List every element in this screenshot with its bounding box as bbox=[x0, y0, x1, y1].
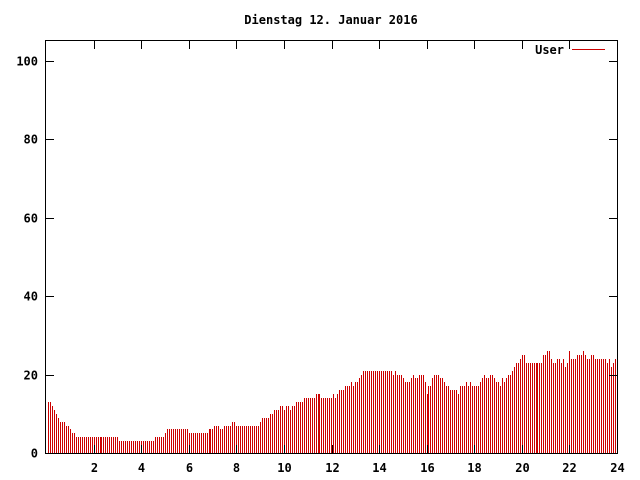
x-tick-label: 4 bbox=[138, 461, 145, 475]
y-tick-label: 60 bbox=[24, 212, 38, 226]
x-tick-label: 16 bbox=[420, 461, 434, 475]
plot-frame bbox=[45, 40, 618, 454]
legend: User bbox=[535, 43, 605, 57]
x-tick-label: 8 bbox=[233, 461, 240, 475]
bar-series-user bbox=[48, 351, 618, 453]
x-tick-label: 22 bbox=[562, 461, 576, 475]
x-tick-label: 6 bbox=[186, 461, 193, 475]
y-tick-label: 100 bbox=[16, 55, 38, 69]
x-tick-label: 12 bbox=[325, 461, 339, 475]
x-tick-label: 14 bbox=[372, 461, 386, 475]
y-tick-label: 20 bbox=[24, 369, 38, 383]
legend-label-user: User bbox=[535, 43, 564, 57]
y-tick-label: 40 bbox=[24, 290, 38, 304]
x-tick-label: 18 bbox=[467, 461, 481, 475]
chart-title: Dienstag 12. Januar 2016 bbox=[244, 13, 417, 27]
y-tick-label: 0 bbox=[31, 447, 38, 461]
x-tick-label: 2 bbox=[91, 461, 98, 475]
y-tick-label: 80 bbox=[24, 133, 38, 147]
x-tick-label: 10 bbox=[277, 461, 291, 475]
x-tick-label: 24 bbox=[610, 461, 624, 475]
x-tick-label: 20 bbox=[515, 461, 529, 475]
